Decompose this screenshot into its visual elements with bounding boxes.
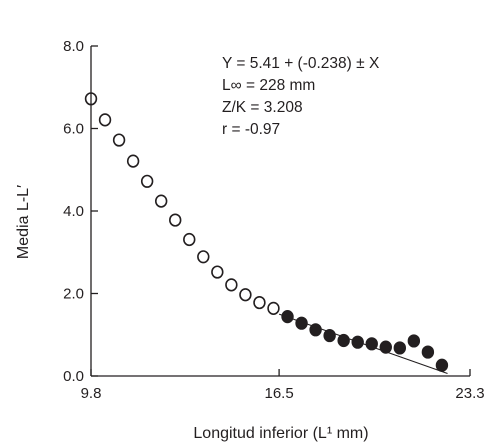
data-point-filled [281, 310, 294, 324]
annotation-line: L∞ = 228 mm [222, 77, 315, 94]
y-tick-label: 2.0 [63, 286, 84, 303]
data-point-filled [295, 316, 308, 330]
data-point-filled [323, 328, 336, 343]
x-tick-label: 23.3 [455, 385, 484, 402]
data-point-filled [337, 333, 350, 348]
data-point-open [225, 278, 238, 292]
annotation-block: Y = 5.41 + (-0.238) ± X L∞ = 228 mm Z/K = … [222, 55, 380, 138]
data-point-filled [365, 337, 378, 351]
data-point-open [183, 232, 196, 247]
y-axis-title: Media L-L′ [15, 185, 32, 259]
data-point-filled [351, 335, 364, 349]
y-tick-label: 6.0 [63, 121, 84, 138]
y-tick-label: 8.0 [63, 38, 84, 55]
x-axis-title: Longitud inferior (L¹ mm) [193, 425, 368, 442]
data-point-open [253, 295, 266, 310]
data-point-open [140, 174, 154, 188]
data-point-open [197, 250, 210, 264]
data-point-filled [407, 334, 421, 348]
data-point-filled [421, 345, 435, 359]
annotation-line: Y = 5.41 + (-0.238) ± X [222, 55, 380, 72]
data-point-open [126, 154, 140, 168]
data-point-open [112, 133, 126, 147]
plot-area [84, 92, 449, 375]
y-tick-label: 0.0 [63, 368, 84, 385]
data-point-filled [379, 340, 392, 354]
data-point-open [211, 265, 224, 279]
x-tick-label: 16.5 [264, 385, 293, 402]
data-point-open [98, 113, 112, 127]
data-point-open [169, 213, 182, 227]
data-point-open [154, 194, 168, 208]
data-point-open [267, 301, 280, 315]
annotation-line: Z/K = 3.208 [222, 99, 303, 116]
x-tick-label: 9.8 [81, 385, 102, 402]
annotation-line: r = -0.97 [222, 121, 280, 138]
axes: 0.0 2.0 4.0 6.0 8.0 9.8 16.5 23.3 [63, 38, 484, 402]
data-point-open [239, 288, 252, 302]
data-point-filled [435, 358, 449, 372]
y-tick-label: 4.0 [63, 203, 84, 220]
data-point-filled [393, 341, 407, 355]
data-point-filled [309, 323, 322, 337]
